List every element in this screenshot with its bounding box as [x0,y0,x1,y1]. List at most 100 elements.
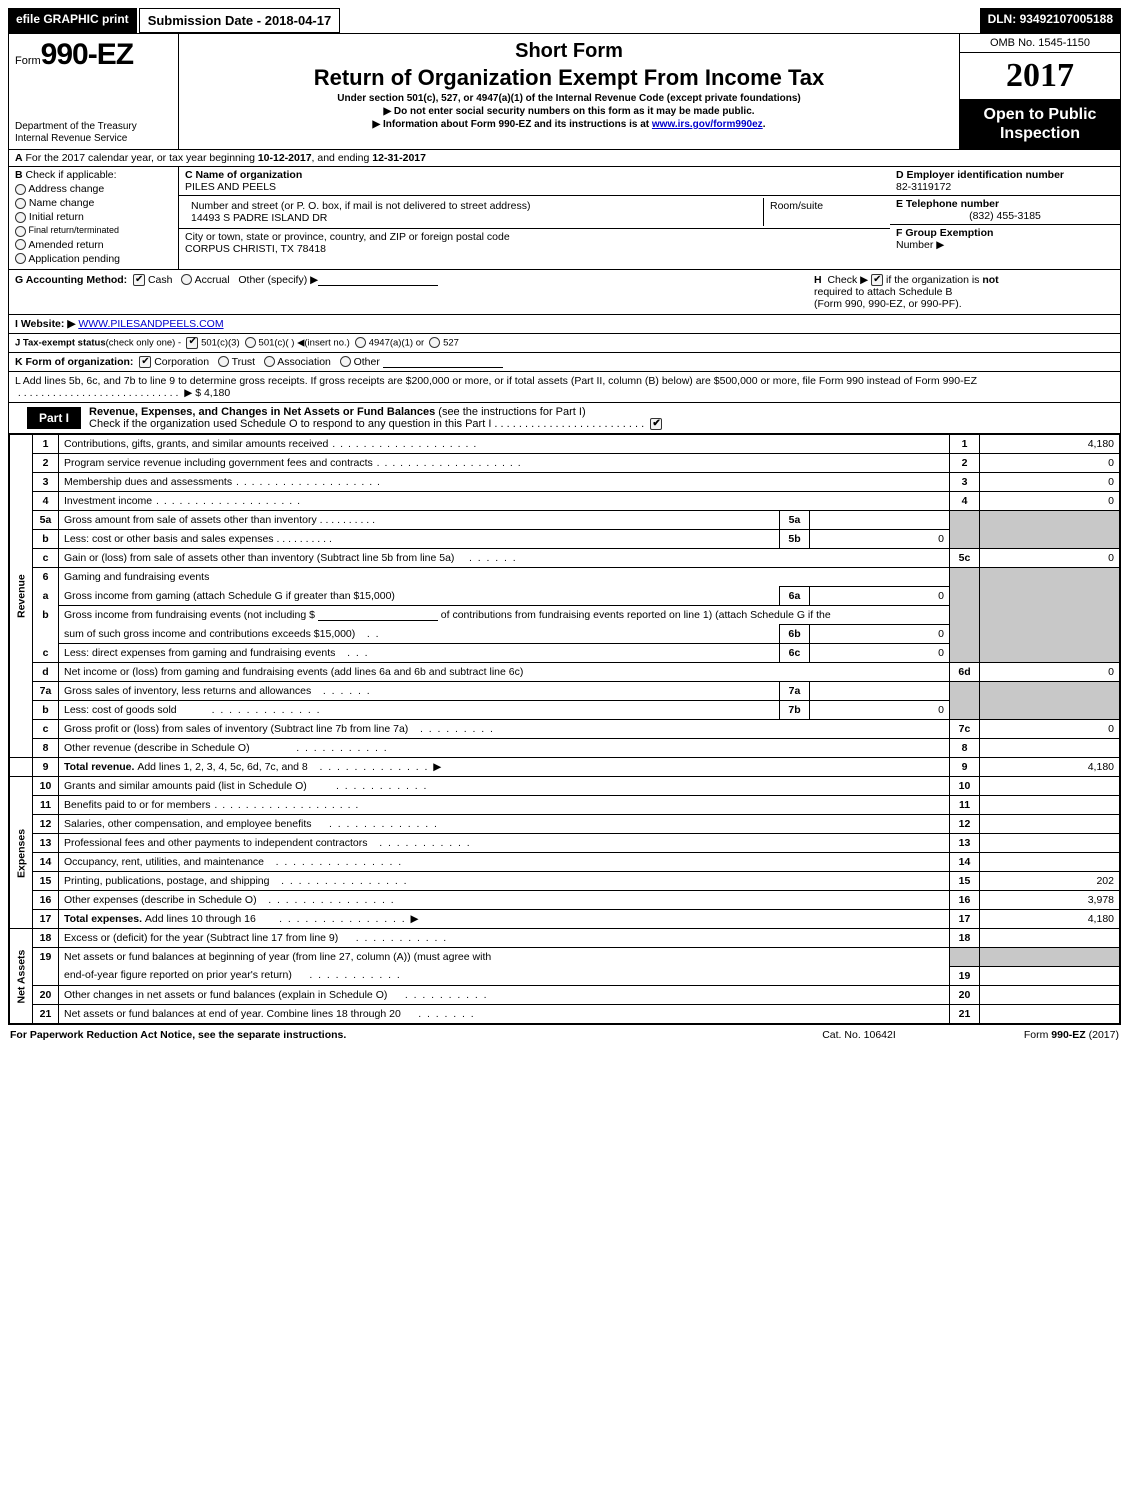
line-10: Expenses 10 Grants and similar amounts p… [10,777,1120,796]
line-16: 16 Other expenses (describe in Schedule … [10,891,1120,910]
return-title: Return of Organization Exempt From Incom… [185,65,953,91]
header-right: OMB No. 1545-1150 2017 Open to Public In… [960,34,1120,149]
open-line1: Open to Public [962,105,1118,124]
rowA-begin: 10-12-2017 [258,152,312,164]
line-17: 17 Total expenses. Add lines 10 through … [10,910,1120,929]
C-addr: 14493 S PADRE ISLAND DR [191,212,327,224]
checkbox-address-change[interactable]: Address change [15,183,172,195]
C-name-label: C Name of organization [185,169,302,181]
C-room: Room/suite [764,198,884,226]
L-text: L Add lines 5b, 6c, and 7b to line 9 to … [15,375,977,387]
line-14: 14 Occupancy, rent, utilities, and maint… [10,853,1120,872]
checkbox-partI-scheduleO[interactable] [650,418,662,430]
part-I-title: Revenue, Expenses, and Changes in Net As… [81,403,1120,433]
donot-pii: Do not enter social security numbers on … [185,106,953,117]
C-name: PILES AND PEELS [185,181,276,193]
rowA-mid: , and ending [312,152,373,164]
radio-4947[interactable] [355,337,366,348]
dln-badge: DLN: 93492107005188 [980,8,1121,33]
C-city: CORPUS CHRISTI, TX 78418 [185,243,326,255]
checkbox-final-return[interactable]: Final return/terminated [15,225,172,236]
radio-cash[interactable] [133,274,145,286]
department: Department of the Treasury Internal Reve… [15,121,172,145]
I-label: I Website: ▶ [15,318,75,330]
checkbox-amended-return[interactable]: Amended return [15,239,172,251]
row-K: K Form of organization: Corporation Trus… [9,353,1120,372]
E-block: E Telephone number (832) 455-3185 [890,196,1120,225]
radio-other[interactable] [340,356,351,367]
C-city-block: City or town, state or province, country… [179,229,890,257]
header-mid: Short Form Return of Organization Exempt… [179,34,960,149]
submission-date-label: Submission Date - [148,13,265,28]
C-name-block: C Name of organization PILES AND PEELS [179,167,890,196]
K-other-blank[interactable] [383,356,503,368]
checkbox-initial-return[interactable]: Initial return [15,211,172,223]
line-4: 4 Investment income 4 0 [10,492,1120,511]
dept-line2: Internal Revenue Service [15,133,172,145]
6b-fundraising-blank[interactable] [318,609,438,621]
submission-date: Submission Date - 2018-04-17 [139,8,341,33]
expenses-sidelabel: Expenses [10,777,33,929]
G-other-blank[interactable] [318,274,438,286]
part-I-label: Part I [27,407,81,429]
row-G: G Accounting Method: Cash Accrual Other … [15,274,814,310]
header-left: Form990-EZ Department of the Treasury In… [9,34,179,149]
line-21: 21 Net assets or fund balances at end of… [10,1004,1120,1023]
col-B: B Check if applicable: Address change Na… [9,167,179,268]
checkbox-name-change[interactable]: Name change [15,197,172,209]
D-label: D Employer identification number [896,169,1064,181]
line-12: 12 Salaries, other compensation, and emp… [10,815,1120,834]
row-I: I Website: ▶ WWW.PILESANDPEELS.COM [9,315,1120,334]
C-city-label: City or town, state or province, country… [185,231,510,243]
L-amount: ▶ $ 4,180 [184,387,230,399]
radio-501c3[interactable] [186,337,198,349]
dept-line1: Department of the Treasury [15,121,172,133]
info-line: Information about Form 990-EZ and its in… [185,119,953,130]
F-label2: Number ▶ [896,239,944,251]
radio-501c[interactable] [245,337,256,348]
row-L: L Add lines 5b, 6c, and 7b to line 9 to … [9,372,1120,403]
form-prefix: Form [15,55,41,67]
line-18: Net Assets 18 Excess or (deficit) for th… [10,929,1120,948]
checkbox-H[interactable] [871,274,883,286]
radio-association[interactable] [264,356,275,367]
rowA-end: 12-31-2017 [372,152,426,164]
line-5c: c Gain or (loss) from sale of assets oth… [10,549,1120,568]
footer-left: For Paperwork Reduction Act Notice, see … [10,1029,769,1041]
open-line2: Inspection [962,124,1118,143]
radio-527[interactable] [429,337,440,348]
D-value: 82-3119172 [896,181,951,193]
radio-accrual[interactable] [181,274,192,285]
info-link[interactable]: www.irs.gov/form990ez [652,119,763,130]
form-number-big: 990-EZ [41,38,133,71]
form-number: Form990-EZ [15,38,172,72]
radio-trust[interactable] [218,356,229,367]
page-footer: For Paperwork Reduction Act Notice, see … [8,1025,1121,1045]
radio-corporation[interactable] [139,356,151,368]
line-9: 9 Total revenue. Add lines 1, 2, 3, 4, 5… [10,758,1120,777]
form-header: Form990-EZ Department of the Treasury In… [9,34,1120,150]
topbar-spacer [340,8,979,33]
line-6: 6 Gaming and fundraising events [10,568,1120,587]
line-20: 20 Other changes in net assets or fund b… [10,985,1120,1004]
F-label: F Group Exemption [896,227,993,239]
row-A: A For the 2017 calendar year, or tax yea… [9,150,1120,167]
K-label: K Form of organization: [15,356,133,368]
col-C: C Name of organization PILES AND PEELS N… [179,167,890,268]
row-GH: G Accounting Method: Cash Accrual Other … [9,270,1120,315]
dln-label: DLN: [988,12,1020,26]
revenue-sidelabel: Revenue [10,435,33,758]
row-J: J Tax-exempt status(check only one) - 50… [9,334,1120,353]
C-addr-label: Number and street (or P. O. box, if mail… [191,200,530,212]
short-form-title: Short Form [185,40,953,63]
website-link[interactable]: WWW.PILESANDPEELS.COM [78,318,223,330]
efile-badge: efile GRAPHIC print [8,8,137,33]
info-period: . [763,119,766,130]
B-label: Check if applicable: [26,169,117,181]
line-2: 2 Program service revenue including gove… [10,454,1120,473]
line-1: Revenue 1 Contributions, gifts, grants, … [10,435,1120,454]
footer-right: Form 990-EZ (2017) [949,1029,1119,1041]
checkbox-application-pending[interactable]: Application pending [15,253,172,265]
footer-catno: Cat. No. 10642I [769,1029,949,1041]
top-bar: efile GRAPHIC print Submission Date - 20… [8,8,1121,33]
